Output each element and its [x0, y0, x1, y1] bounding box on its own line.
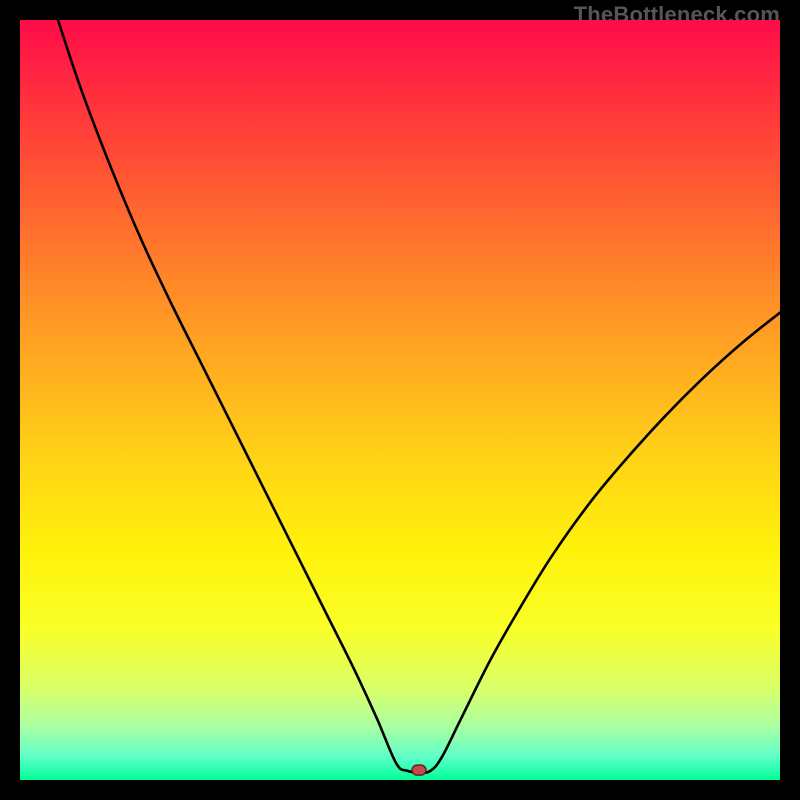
plot-area	[20, 20, 780, 780]
chart-frame: TheBottleneck.com	[0, 0, 800, 800]
bottleneck-curve-chart	[20, 20, 780, 780]
chart-background	[20, 20, 780, 780]
optimal-point-marker	[412, 765, 426, 775]
